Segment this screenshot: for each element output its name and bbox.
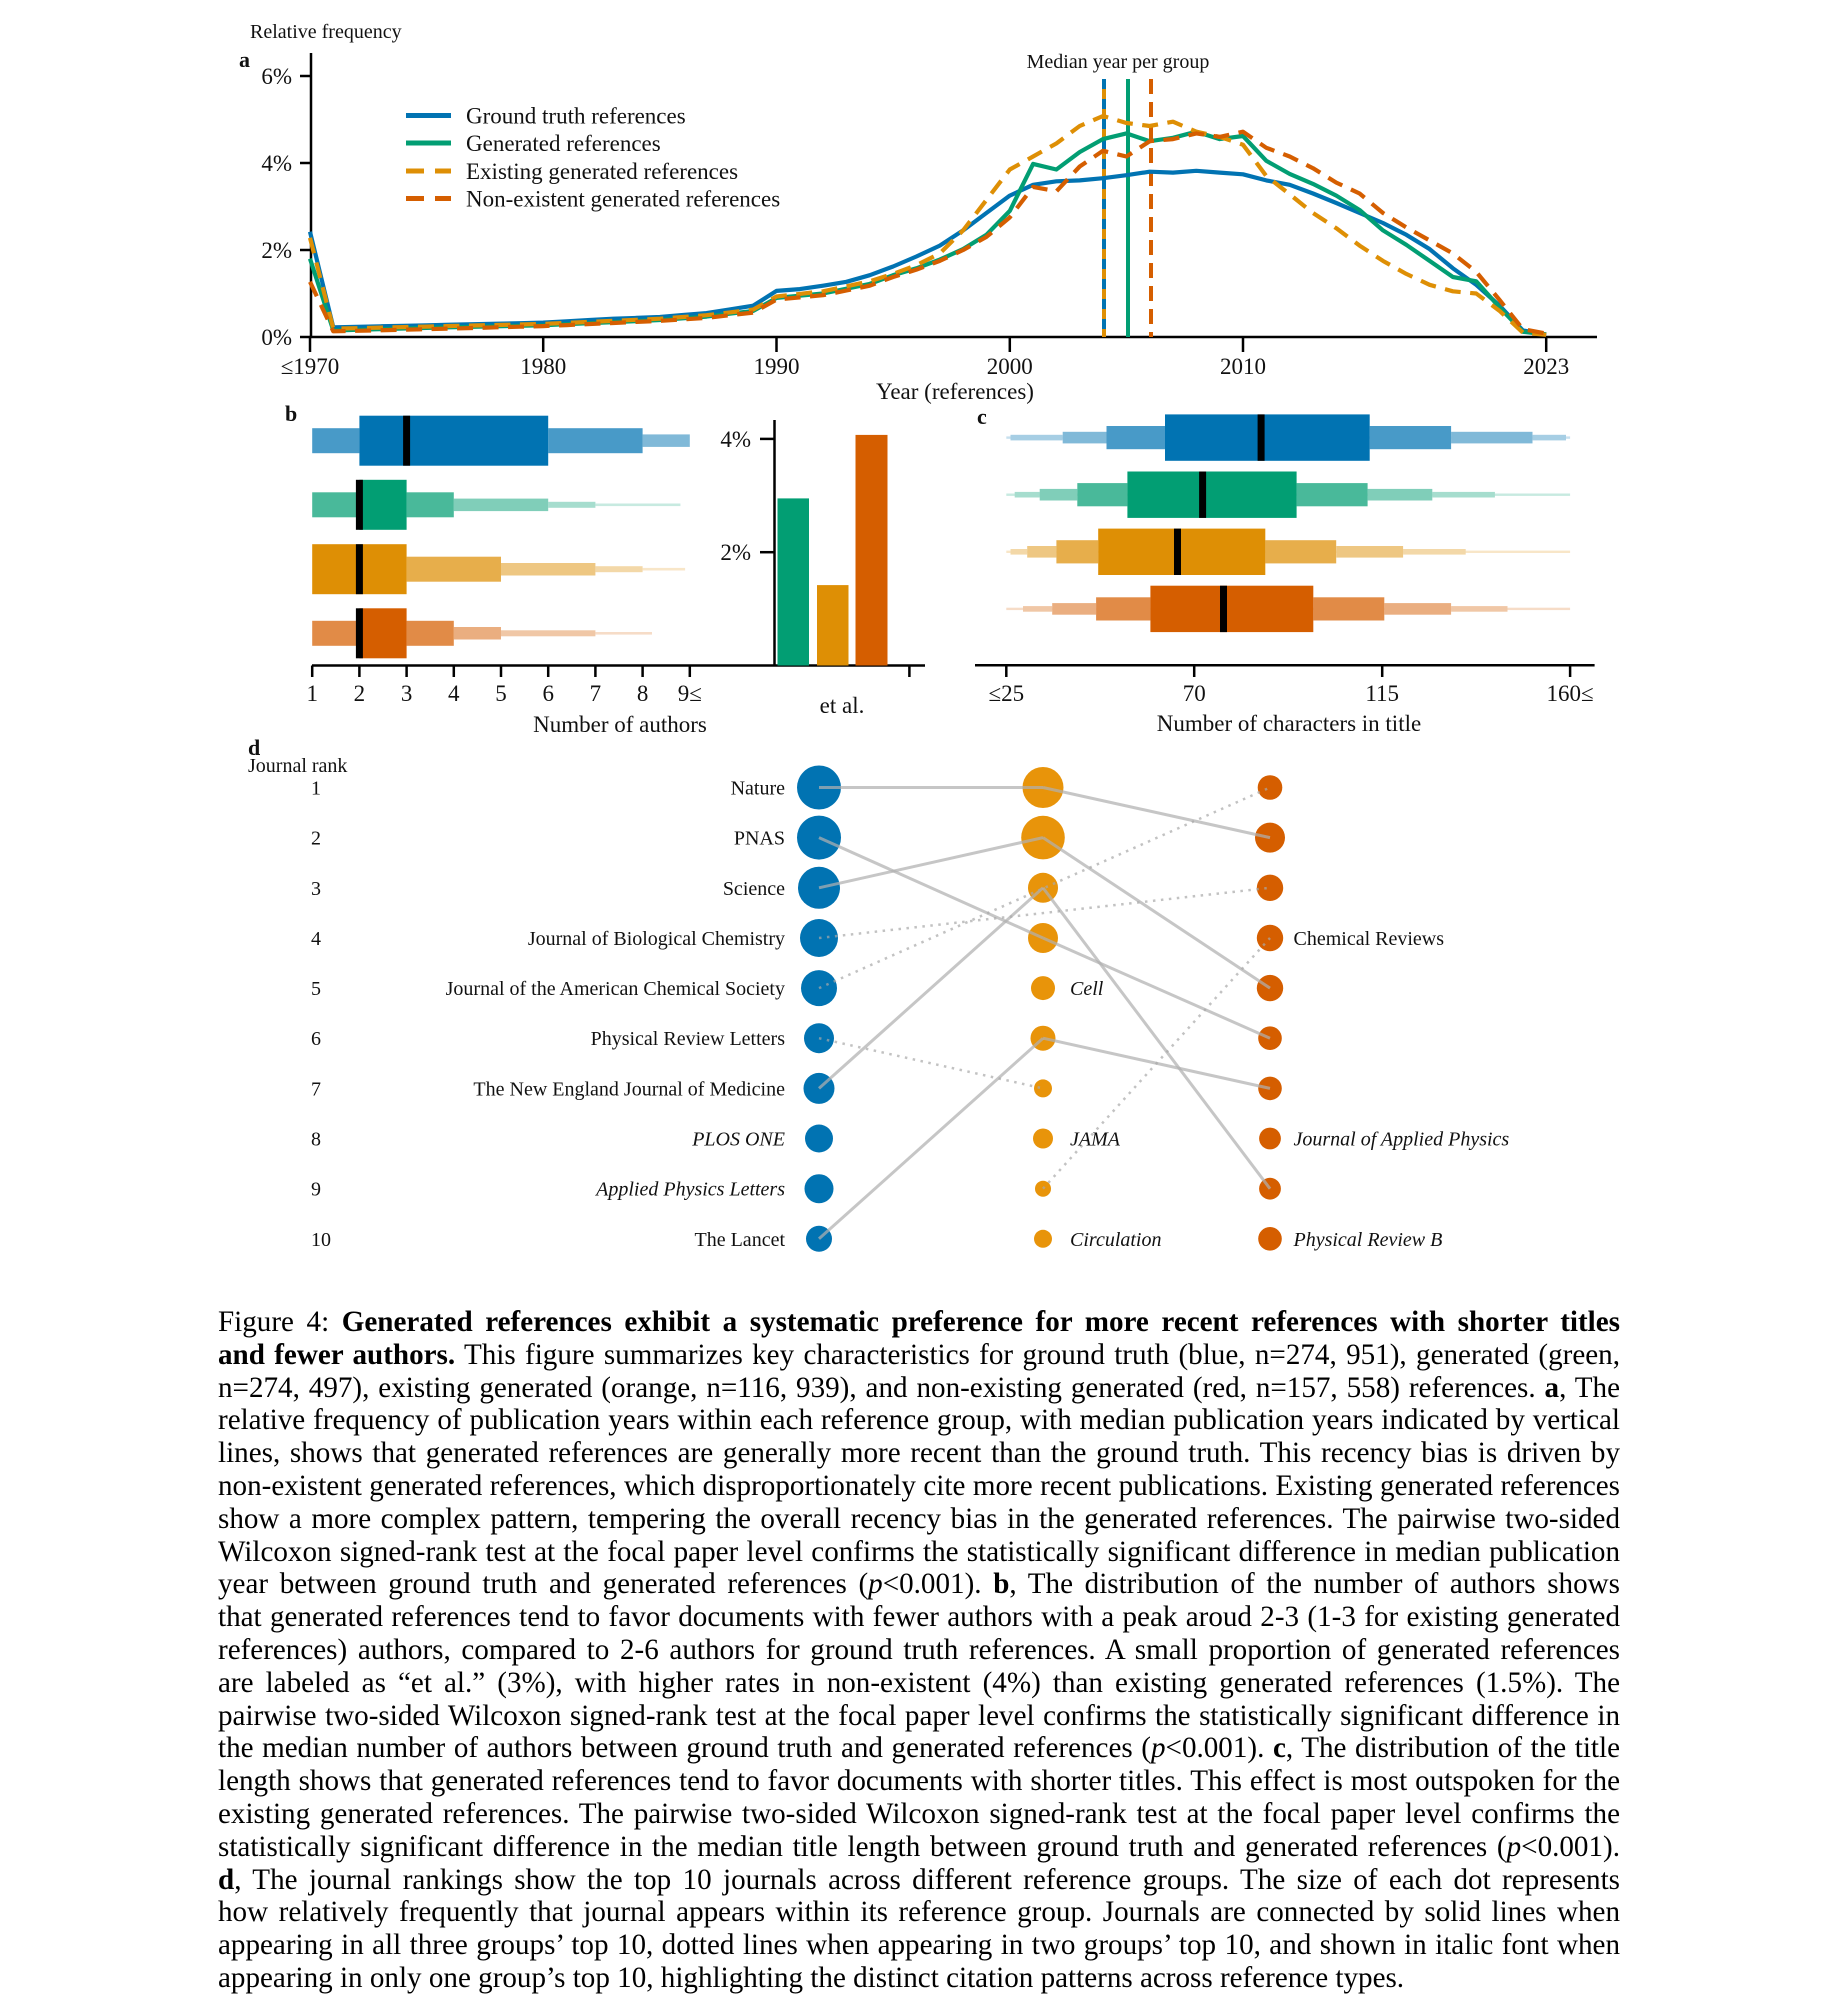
svg-text:4: 4 [311,928,321,950]
svg-text:b: b [285,401,297,426]
svg-text:2%: 2% [720,540,751,565]
svg-text:The Lancet: The Lancet [695,1229,786,1251]
svg-text:Physical Review Letters: Physical Review Letters [591,1028,786,1050]
svg-text:d: d [248,735,260,760]
svg-text:et al.: et al. [820,693,865,718]
svg-text:Generated references: Generated references [466,131,661,156]
svg-text:1: 1 [306,681,318,706]
svg-text:Journal of Applied Physics: Journal of Applied Physics [1294,1129,1510,1151]
svg-text:2%: 2% [261,238,292,263]
svg-text:JAMA: JAMA [1070,1129,1121,1151]
svg-text:5: 5 [495,681,507,706]
svg-text:Number of characters in title: Number of characters in title [1157,711,1421,736]
svg-text:8: 8 [311,1129,321,1151]
svg-text:Nature: Nature [731,778,786,800]
svg-text:PLOS ONE: PLOS ONE [691,1129,785,1151]
svg-text:2023: 2023 [1523,354,1569,379]
svg-text:4%: 4% [720,427,751,452]
svg-text:4: 4 [448,681,460,706]
svg-text:a: a [239,47,250,72]
svg-text:Physical Review B: Physical Review B [1293,1229,1443,1251]
svg-text:Ground truth references: Ground truth references [466,104,686,129]
svg-text:160≤: 160≤ [1547,681,1594,706]
svg-text:9≤: 9≤ [678,681,702,706]
svg-text:Year (references): Year (references) [876,379,1034,404]
svg-text:8: 8 [637,681,649,706]
svg-text:Science: Science [723,878,785,900]
svg-text:≤1970: ≤1970 [281,354,340,379]
svg-text:6%: 6% [261,64,292,89]
svg-text:Applied Physics Letters: Applied Physics Letters [594,1179,785,1201]
svg-text:7: 7 [590,681,602,706]
svg-text:Journal rank: Journal rank [248,755,347,777]
svg-text:Journal of Biological Chemistr: Journal of Biological Chemistry [528,928,785,950]
svg-text:6: 6 [542,681,554,706]
svg-text:Journal of the American Chemic: Journal of the American Chemical Society [446,978,785,1000]
svg-text:Circulation: Circulation [1070,1229,1161,1251]
svg-text:Relative frequency: Relative frequency [250,21,402,43]
svg-text:The New England Journal of Med: The New England Journal of Medicine [473,1078,785,1100]
svg-text:115: 115 [1365,681,1399,706]
svg-text:2010: 2010 [1220,354,1266,379]
svg-text:1980: 1980 [520,354,566,379]
svg-text:Non-existent generated referen: Non-existent generated references [466,187,780,212]
svg-text:2: 2 [311,828,321,850]
svg-text:2: 2 [354,681,366,706]
svg-text:2000: 2000 [987,354,1033,379]
svg-text:Number of authors: Number of authors [533,712,707,737]
svg-text:7: 7 [311,1078,321,1100]
svg-text:Chemical Reviews: Chemical Reviews [1294,928,1445,950]
svg-text:6: 6 [311,1028,321,1050]
svg-text:4%: 4% [261,151,292,176]
svg-text:5: 5 [311,978,321,1000]
svg-text:PNAS: PNAS [734,828,785,850]
svg-text:Cell: Cell [1070,978,1104,1000]
svg-text:≤25: ≤25 [988,681,1024,706]
svg-text:3: 3 [401,681,413,706]
svg-text:1990: 1990 [754,354,800,379]
svg-text:10: 10 [311,1229,331,1251]
svg-text:0%: 0% [261,325,292,350]
svg-text:9: 9 [311,1179,321,1201]
svg-text:Median year per group: Median year per group [1027,51,1210,73]
svg-text:1: 1 [311,778,321,800]
svg-text:70: 70 [1183,681,1206,706]
svg-text:c: c [977,404,987,429]
svg-text:Existing generated references: Existing generated references [466,159,738,184]
svg-text:3: 3 [311,878,321,900]
